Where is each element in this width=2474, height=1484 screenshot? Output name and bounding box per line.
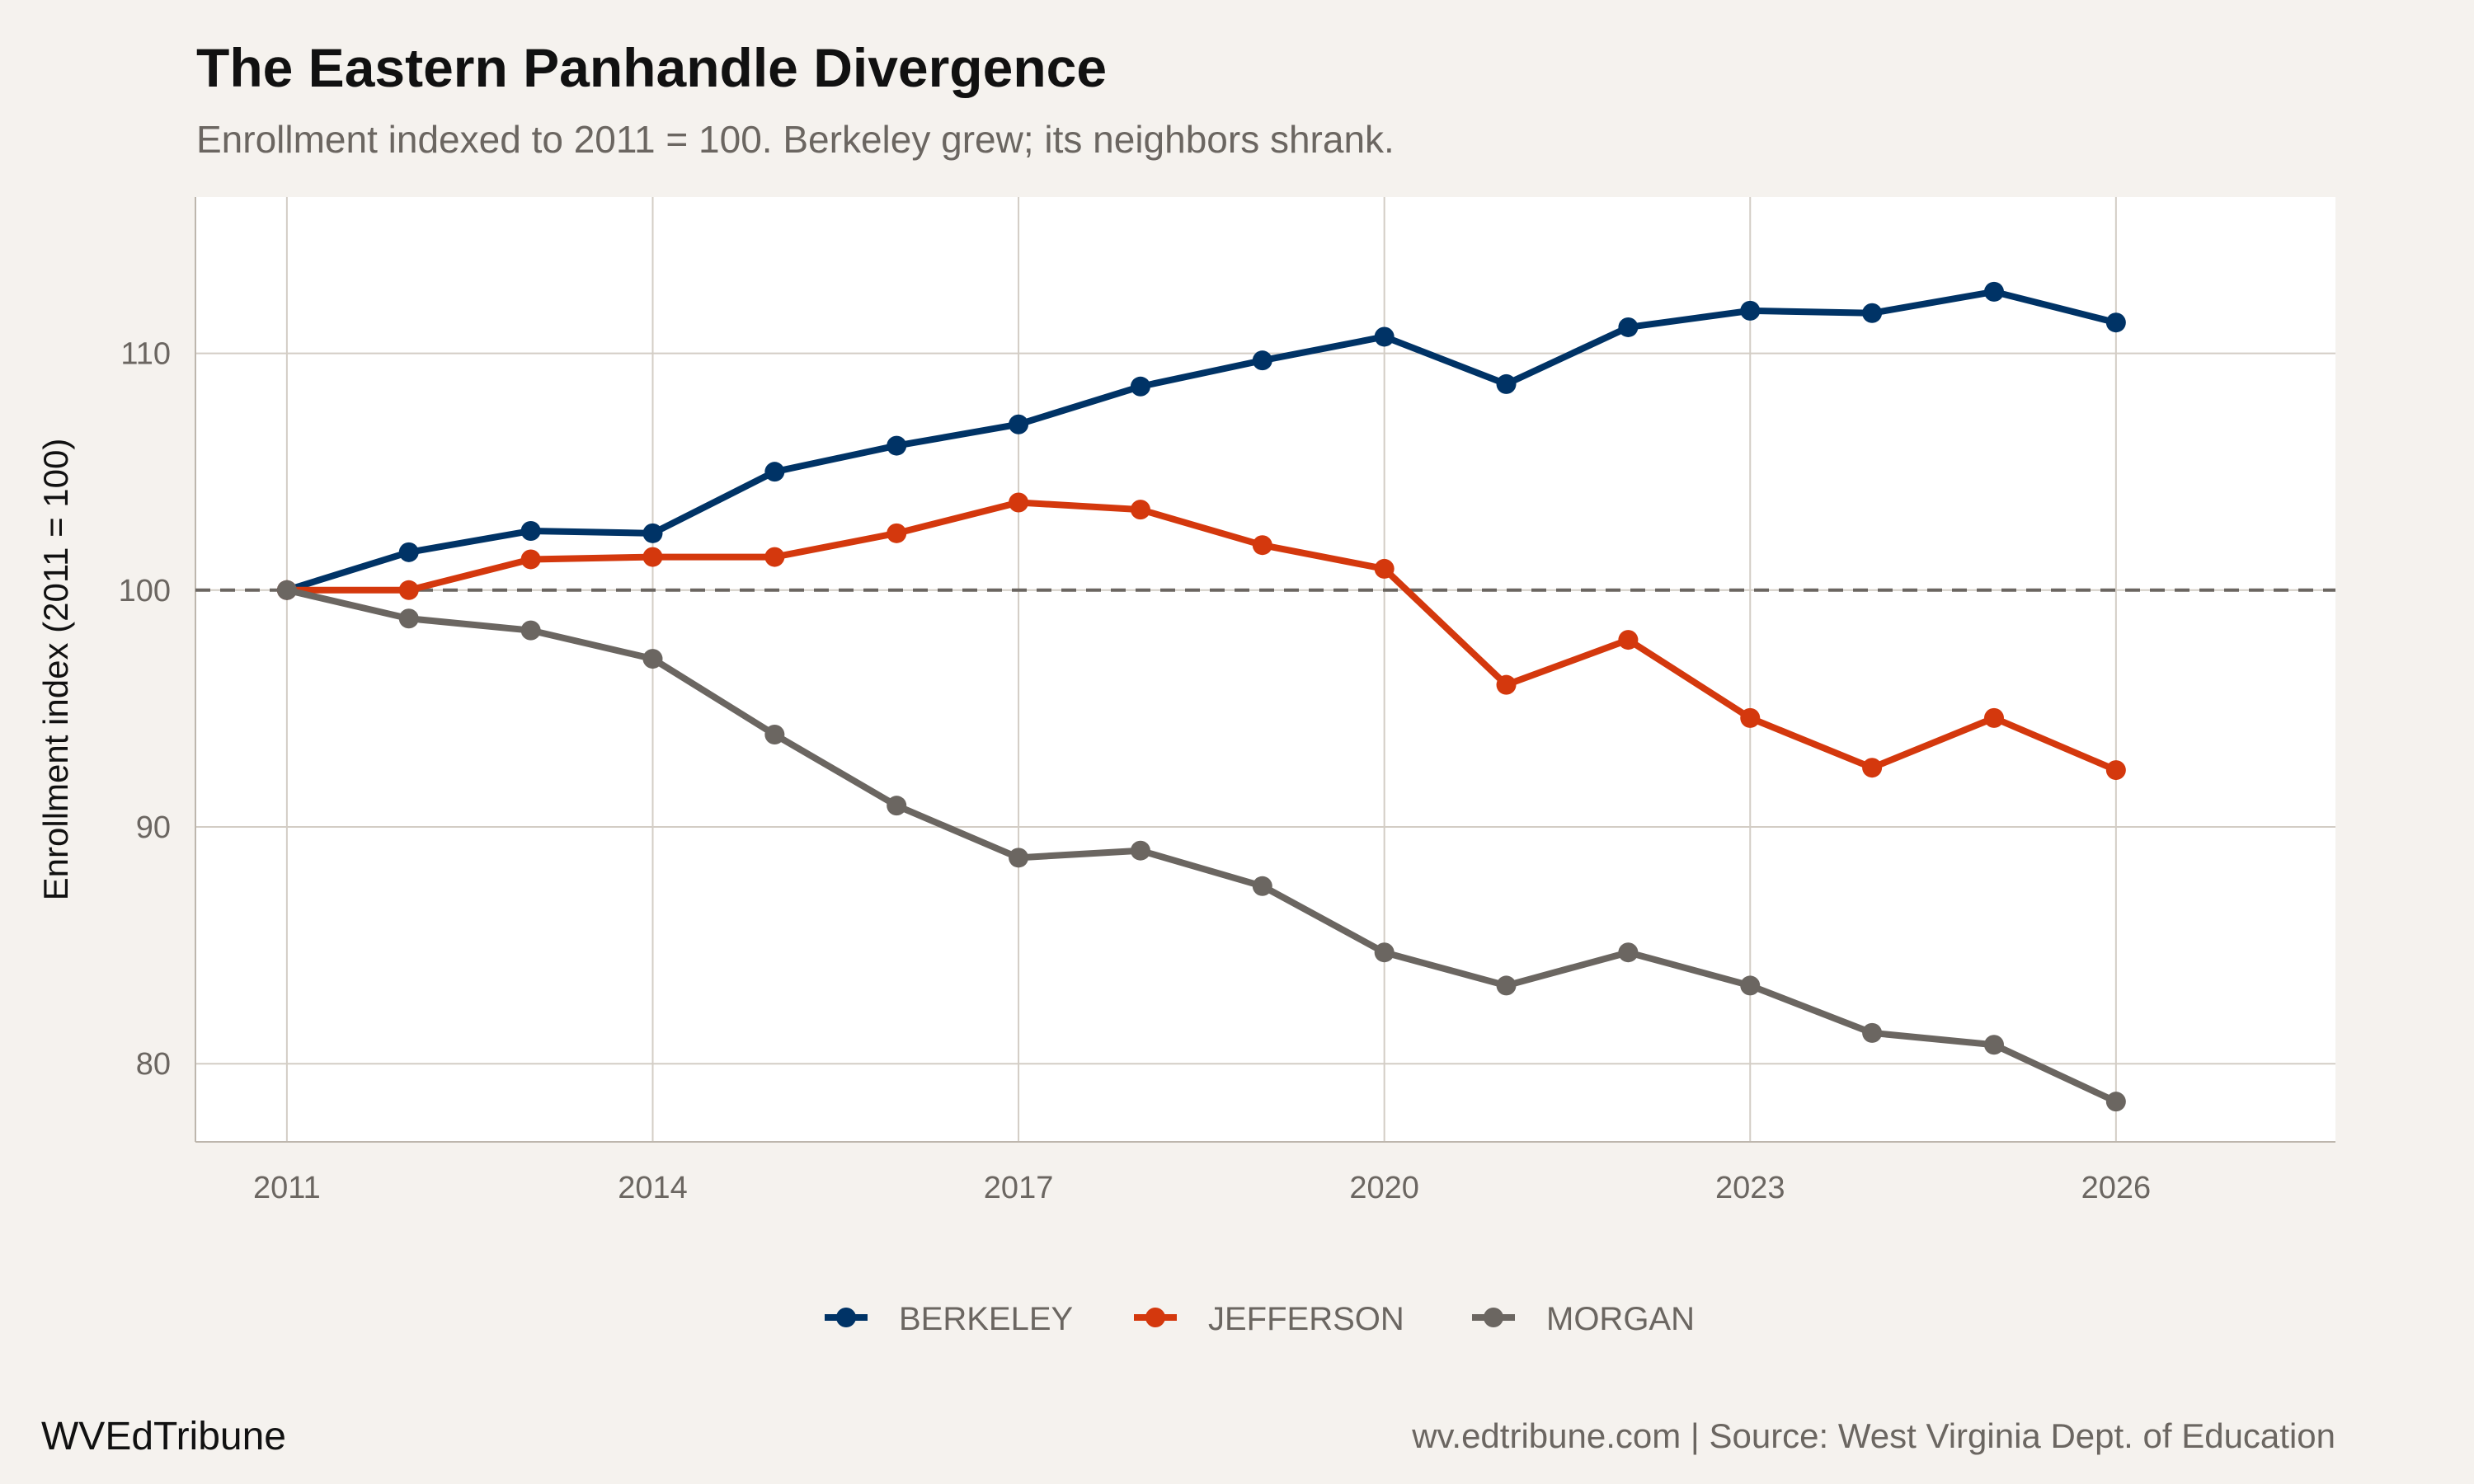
data-point xyxy=(1009,492,1029,513)
legend-label: MORGAN xyxy=(1546,1301,1695,1337)
data-point xyxy=(642,523,663,543)
y-tick-label: 90 xyxy=(136,810,171,845)
data-point xyxy=(1618,317,1639,337)
legend-label: BERKELEY xyxy=(899,1301,1073,1337)
data-point xyxy=(1252,876,1272,896)
legend-marker xyxy=(836,1308,856,1327)
data-point xyxy=(1252,535,1272,556)
plot-panel xyxy=(195,197,2335,1142)
data-point xyxy=(1374,942,1395,963)
data-point xyxy=(1130,376,1150,397)
data-point xyxy=(764,724,785,744)
data-point xyxy=(1130,500,1150,520)
data-point xyxy=(398,608,419,629)
data-point xyxy=(1130,840,1150,861)
data-point xyxy=(398,580,419,600)
series-berkeley xyxy=(276,281,2126,600)
data-point xyxy=(1009,414,1029,434)
legend-item-berkeley: BERKELEY xyxy=(825,1301,1073,1337)
data-point xyxy=(764,462,785,482)
legend-marker xyxy=(1484,1308,1503,1327)
data-point xyxy=(1740,975,1761,996)
data-point xyxy=(1862,303,1883,323)
legend-label: JEFFERSON xyxy=(1208,1301,1404,1337)
data-point xyxy=(1252,350,1272,371)
data-point xyxy=(520,620,541,641)
data-point xyxy=(1618,942,1639,963)
data-point xyxy=(1009,848,1029,868)
data-point xyxy=(1618,630,1639,650)
chart-subtitle: Enrollment indexed to 2011 = 100. Berkel… xyxy=(196,118,1395,161)
series-morgan xyxy=(276,580,2126,1112)
brand-logo-text: WVEdTribune xyxy=(41,1415,286,1458)
data-point xyxy=(2105,1092,2126,1112)
legend-item-morgan: MORGAN xyxy=(1472,1301,1695,1337)
data-point xyxy=(764,547,785,567)
source-caption: wv.edtribune.com | Source: West Virginia… xyxy=(1412,1416,2335,1455)
x-tick-label: 2017 xyxy=(984,1171,1054,1205)
y-tick-label: 100 xyxy=(119,574,171,608)
data-point xyxy=(887,523,907,543)
series-line xyxy=(285,288,2117,594)
data-point xyxy=(2105,312,2126,333)
data-point xyxy=(642,547,663,567)
data-point xyxy=(398,542,419,562)
data-point xyxy=(2105,760,2126,781)
y-tick-label: 110 xyxy=(120,337,171,372)
data-point xyxy=(1374,558,1395,579)
series-line xyxy=(285,586,2118,1105)
y-axis-title: Enrollment index (2011 = 100) xyxy=(36,439,75,901)
x-tick-label: 2011 xyxy=(253,1171,321,1205)
data-point xyxy=(1983,707,2004,728)
data-point xyxy=(1740,707,1761,728)
data-point xyxy=(520,549,541,570)
x-tick-label: 2020 xyxy=(1349,1171,1419,1205)
chart-title: The Eastern Panhandle Divergence xyxy=(196,37,1108,98)
data-point xyxy=(1496,674,1517,695)
series-line xyxy=(286,499,2118,773)
data-point xyxy=(1862,758,1883,778)
data-point xyxy=(1862,1022,1883,1043)
data-point xyxy=(520,520,541,541)
data-point xyxy=(1983,1035,2004,1055)
data-point xyxy=(642,649,663,669)
legend-item-jefferson: JEFFERSON xyxy=(1134,1301,1404,1337)
x-tick-label: 2023 xyxy=(1715,1171,1785,1205)
legend-marker xyxy=(1145,1308,1165,1327)
data-point xyxy=(1740,300,1761,321)
x-tick-label: 2014 xyxy=(618,1171,688,1205)
series-jefferson xyxy=(276,492,2126,781)
x-tick-label: 2026 xyxy=(2081,1171,2152,1205)
data-point xyxy=(887,796,907,816)
data-point xyxy=(1496,373,1517,394)
data-point xyxy=(1983,281,2004,302)
y-tick-label: 80 xyxy=(136,1047,171,1082)
data-point xyxy=(276,580,297,600)
data-point xyxy=(1374,326,1395,347)
data-point xyxy=(1496,975,1517,996)
data-point xyxy=(887,435,907,456)
